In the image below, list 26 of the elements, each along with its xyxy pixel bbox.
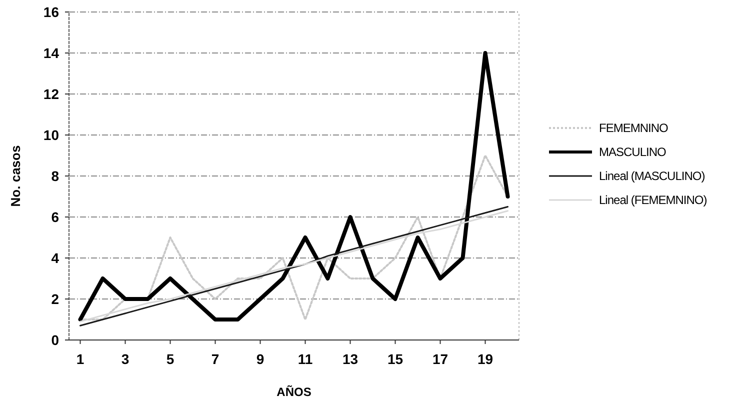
x-tick-label: 1 [76, 351, 84, 367]
legend-label: Lineal (FEMEMNINO) [599, 193, 708, 208]
y-tick-label: 8 [51, 168, 60, 184]
x-tick-label: 9 [256, 351, 264, 367]
y-tick-label: 6 [51, 208, 60, 225]
y-tick-label: 12 [43, 86, 60, 102]
x-axis-title: AÑOS [276, 385, 312, 399]
line-series [78, 51, 510, 322]
y-tick-label: 14 [43, 44, 60, 61]
legend-label: Lineal (MASCULINO) [599, 169, 706, 184]
x-tick-label: 5 [166, 351, 174, 367]
y-tick-label: 2 [51, 290, 60, 307]
legend-label: MASCULINO [599, 145, 666, 160]
x-tick-label: 15 [387, 351, 404, 367]
y-tick-label: 10 [43, 126, 60, 143]
y-tick-label: 4 [51, 250, 60, 266]
y-axis-title: No. casos [8, 145, 23, 207]
x-tick-label: 17 [432, 351, 448, 367]
x-tick-label: 13 [342, 351, 358, 367]
y-tick-label: 16 [43, 4, 60, 20]
x-tick-label: 7 [211, 351, 220, 367]
legend-label: FEMEMNINO [599, 121, 668, 136]
y-tick-label: 0 [51, 332, 60, 348]
x-tick-label: 3 [121, 351, 130, 367]
x-tick-label: 19 [477, 351, 494, 367]
x-tick-label: 11 [298, 351, 313, 367]
